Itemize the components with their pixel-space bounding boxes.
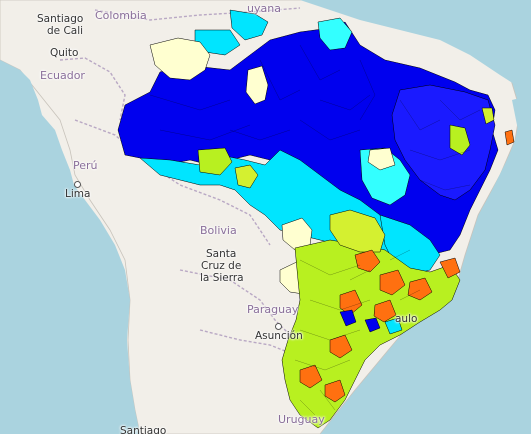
region-northeast-blue: [391, 84, 496, 201]
region-orange-sp2: [379, 269, 406, 296]
region-pale-para: [245, 65, 269, 105]
label-lima: Lima: [65, 180, 90, 200]
region-orange-pr2: [373, 299, 397, 323]
label-santa: Santa: [206, 248, 237, 260]
region-blue-south1: [339, 309, 357, 327]
region-orange-pr1: [339, 289, 363, 316]
label-bolivia: Bolivia: [200, 224, 237, 237]
country-borders: [59, 7, 311, 381]
region-pale-ba: [367, 147, 396, 171]
capital-marker-icon: [275, 323, 283, 330]
caribbean-sea: [300, 0, 531, 95]
region-orange-rs2: [324, 379, 346, 403]
label-guyana-partial: uyana: [247, 2, 281, 15]
region-cyan-north: [229, 9, 269, 41]
region-cyan-amapa: [317, 17, 353, 51]
region-cyan-south: [384, 317, 403, 335]
label-quito: Quito: [50, 47, 79, 59]
region-lime-acre: [197, 147, 233, 176]
label-cruz-de: Cruz de: [201, 260, 242, 272]
label-asuncion-text: Asunción: [255, 330, 303, 342]
region-lime-ro: [234, 164, 259, 189]
region-lime-ne-patch2: [481, 107, 495, 125]
region-orange-sp3: [407, 277, 433, 301]
atlantic-ocean: [335, 95, 531, 434]
label-uruguay: Uruguay: [278, 413, 325, 426]
region-pale-roraima: [149, 37, 211, 81]
region-orange-rj: [439, 257, 461, 279]
label-santiago: Santiago: [37, 13, 84, 25]
label-colombia: Colombia: [95, 9, 147, 22]
region-lime-ne-patch: [449, 124, 471, 156]
label-la-sierra: la Sierra: [200, 272, 244, 284]
region-blue-south2: [364, 317, 381, 333]
capital-marker-icon: [74, 181, 82, 188]
label-lima-text: Lima: [65, 188, 91, 200]
region-orange-ne: [504, 129, 515, 146]
label-ecuador: Ecuador: [40, 69, 85, 82]
label-santiago-chile: Santiago: [120, 425, 167, 434]
label-paraguay: Paraguay: [247, 303, 299, 316]
label-peru: Perú: [73, 159, 98, 172]
brazil-municipalities: [117, 9, 515, 429]
municipality-lines: [149, 44, 481, 416]
label-de-cali: de Cali: [47, 25, 84, 37]
pacific-ocean: [0, 60, 140, 434]
label-sao-paulo: aulo: [395, 313, 418, 325]
label-asuncion: Asunción: [255, 322, 303, 342]
region-lime-mg: [329, 209, 386, 253]
